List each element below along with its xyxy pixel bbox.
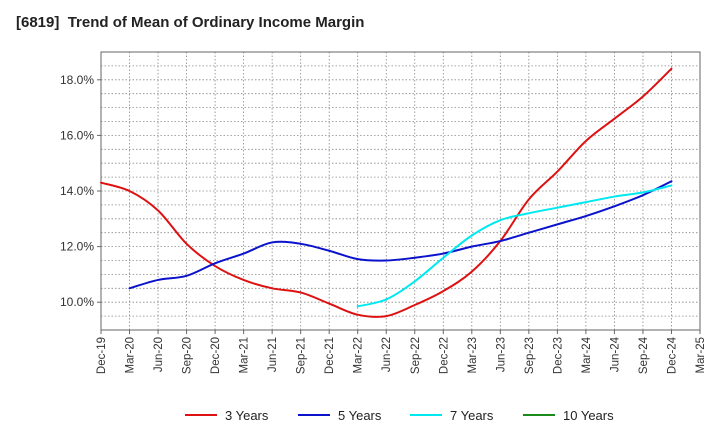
x-tick-label: Dec-24 [666,336,678,374]
x-tick-label: Sep-24 [638,336,650,374]
grid-layer [100,51,701,331]
x-tick-label: Sep-23 [524,337,536,374]
y-tick-label: 14.0% [60,184,94,198]
x-tick-label: Sep-20 [182,337,194,374]
x-tick-label: Dec-21 [324,337,336,374]
y-tick-label: 18.0% [60,73,94,87]
x-tick-label: Dec-22 [438,337,450,374]
plot-frame [100,51,701,331]
x-tick-label: Jun-23 [495,337,507,372]
y-tick-label: 16.0% [60,128,94,142]
x-tick-label: Dec-23 [552,337,564,374]
legend-label-7-years: 7 Years [450,408,494,423]
axis-layer: 10.0% 12.0% 14.0% 16.0% 18.0% Dec-19 Mar-20 Jun… [60,51,707,374]
series-layer [100,67,673,318]
series-line-7-years [356,184,673,308]
x-tick-label: Dec-19 [96,337,108,374]
chart-title: [6819] Trend of Mean of Ordinary Income … [16,14,365,31]
x-tick-label: Mar-21 [239,337,251,373]
x-tick-label: Dec-20 [210,337,222,374]
x-tick-label: Mar-20 [125,337,137,373]
legend: 3 Years 5 Years 7 Years 10 Years [185,408,614,423]
x-tick-label: Mar-24 [581,336,593,373]
x-tick-label: Mar-22 [353,337,365,373]
series-line-3-years [100,67,673,318]
x-tick-label: Jun-20 [153,337,165,372]
series-line-5-years [128,180,673,290]
y-tick-label: 12.0% [60,240,94,254]
legend-label-10-years: 10 Years [563,408,614,423]
x-tick-label: Mar-23 [467,337,479,373]
legend-label-3-years: 3 Years [225,408,269,423]
x-tick-label: Sep-21 [296,337,308,374]
y-tick-label: 10.0% [60,295,94,309]
x-tick-label: Sep-22 [410,337,422,374]
x-tick-label: Jun-24 [609,336,621,372]
legend-label-5-years: 5 Years [338,408,382,423]
x-tick-label: Mar-25 [695,337,707,373]
x-tick-label: Jun-21 [267,337,279,372]
x-tick-label: Jun-22 [381,337,393,372]
